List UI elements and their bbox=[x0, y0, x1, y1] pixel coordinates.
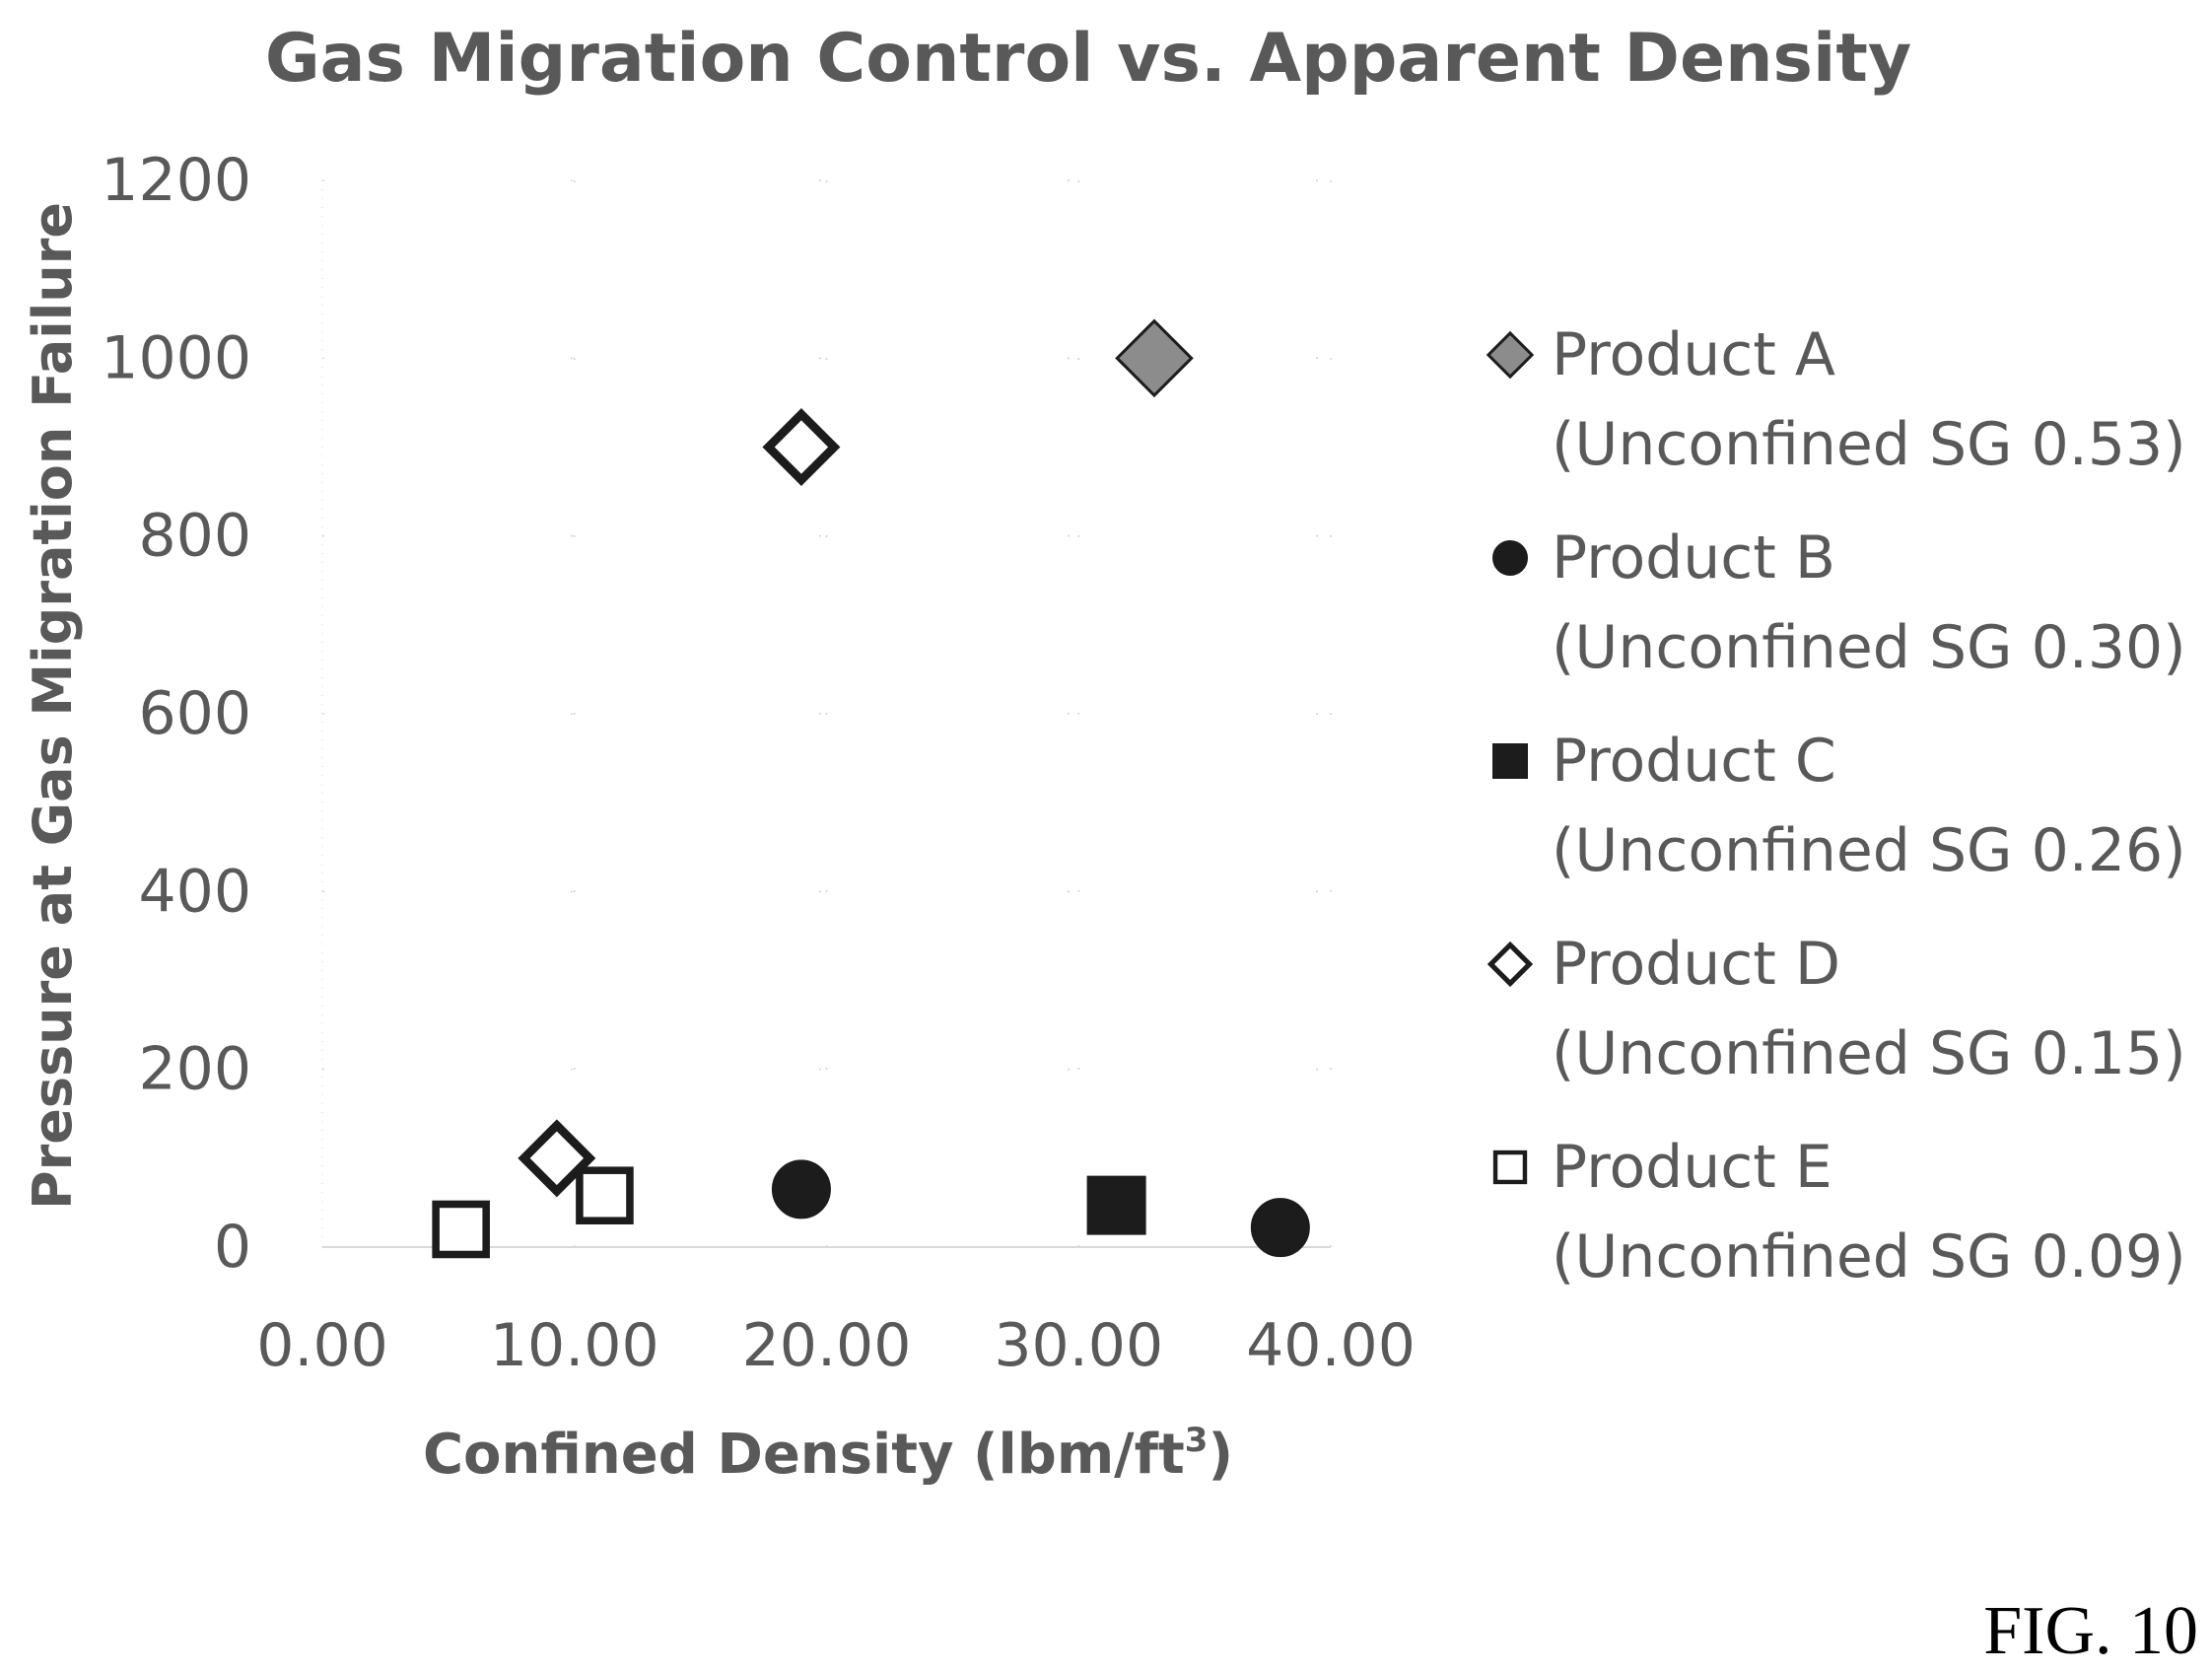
legend-label: Product B bbox=[1552, 523, 1835, 593]
legend-sublabel: (Unconfined SG 0.15) bbox=[1552, 1019, 2186, 1088]
y-tick-label: 200 bbox=[138, 1035, 251, 1104]
legend-marker bbox=[1486, 330, 1535, 380]
data-points bbox=[432, 318, 1310, 1259]
y-tick-label: 800 bbox=[138, 502, 251, 571]
legend-entry-product-c: Product C (Unconfined SG 0.26) bbox=[1492, 727, 2186, 885]
legend-marker bbox=[1492, 1150, 1528, 1185]
data-point-product-b bbox=[771, 1159, 831, 1220]
legend-label: Product A bbox=[1552, 320, 1835, 389]
legend-sublabel: (Unconfined SG 0.30) bbox=[1552, 613, 2186, 682]
x-tick-label: 20.00 bbox=[742, 1311, 912, 1380]
figure-label: FIG. 10 bbox=[1983, 1593, 2198, 1669]
x-axis-title-close: ) bbox=[1208, 1423, 1233, 1487]
data-point-product-b bbox=[1250, 1198, 1310, 1258]
chart-title: Gas Migration Control vs. Apparent Densi… bbox=[265, 20, 1911, 98]
data-point-product-a bbox=[1115, 318, 1194, 398]
x-axis-ticks: 0.00 10.00 20.00 30.00 40.00 bbox=[256, 1311, 1416, 1380]
legend-entry-product-b: Product B (Unconfined SG 0.30) bbox=[1492, 523, 2186, 682]
data-point-product-e bbox=[576, 1166, 634, 1224]
legend: Product A (Unconfined SG 0.53) Product B (U… bbox=[1486, 320, 2186, 1291]
legend-entry-product-e: Product E (Unconfined SG 0.09) bbox=[1492, 1133, 2186, 1291]
y-tick-label: 400 bbox=[138, 857, 251, 926]
legend-sublabel: (Unconfined SG 0.53) bbox=[1552, 410, 2186, 479]
legend-label: Product E bbox=[1552, 1133, 1832, 1202]
x-tick-label: 10.00 bbox=[490, 1311, 659, 1380]
x-axis-title-superscript: 3 bbox=[1185, 1421, 1209, 1460]
y-tick-label: 0 bbox=[214, 1213, 251, 1282]
legend-label: Product D bbox=[1552, 930, 1840, 999]
legend-entry-product-a: Product A (Unconfined SG 0.53) bbox=[1486, 320, 2186, 479]
y-tick-label: 1200 bbox=[101, 146, 251, 215]
legend-sublabel: (Unconfined SG 0.26) bbox=[1552, 816, 2186, 885]
legend-marker bbox=[1492, 540, 1528, 576]
data-point-product-d bbox=[762, 407, 841, 487]
data-point-product-e bbox=[432, 1200, 490, 1259]
legend-marker bbox=[1486, 941, 1534, 988]
y-axis-ticks: 0 200 400 600 800 1000 1200 bbox=[101, 146, 251, 1282]
legend-label: Product C bbox=[1552, 727, 1836, 796]
x-tick-label: 30.00 bbox=[994, 1311, 1163, 1380]
grid-lines bbox=[322, 179, 1332, 1247]
x-axis-title-text: Confined Density (lbm/ft bbox=[423, 1423, 1185, 1487]
x-tick-label: 0.00 bbox=[256, 1311, 388, 1380]
legend-entry-product-d: Product D (Unconfined SG 0.15) bbox=[1486, 930, 2186, 1088]
data-point-product-c bbox=[1086, 1175, 1146, 1235]
x-axis-title: Confined Density (lbm/ft3) bbox=[423, 1421, 1233, 1487]
x-tick-label: 40.00 bbox=[1246, 1311, 1416, 1380]
legend-marker bbox=[1492, 743, 1528, 779]
y-axis-title: Pressure at Gas Migration Failure bbox=[22, 202, 84, 1210]
y-tick-label: 600 bbox=[138, 679, 251, 748]
y-tick-label: 1000 bbox=[101, 323, 251, 392]
legend-sublabel: (Unconfined SG 0.09) bbox=[1552, 1222, 2186, 1291]
data-point-product-d bbox=[518, 1119, 596, 1198]
